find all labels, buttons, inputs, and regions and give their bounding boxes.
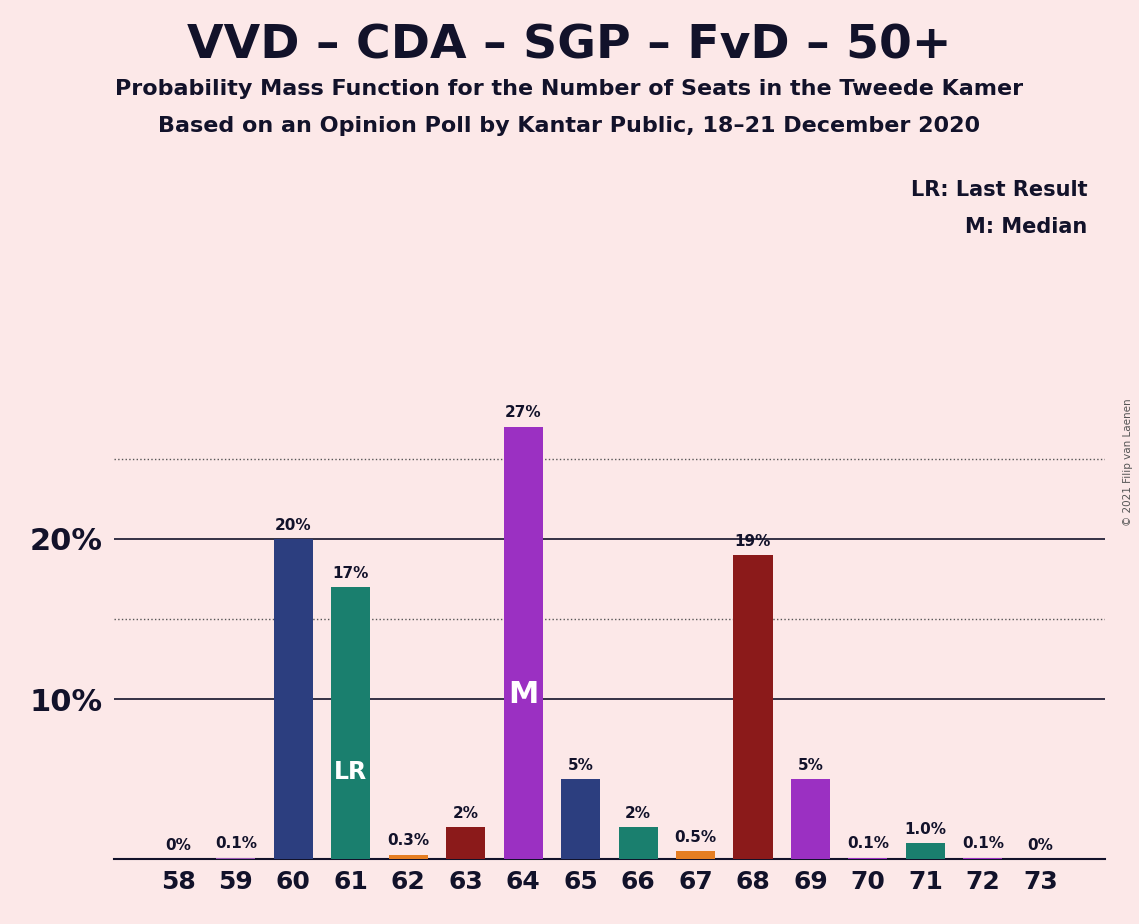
Bar — [216, 857, 255, 859]
Text: 0.5%: 0.5% — [674, 830, 716, 845]
Text: 0.1%: 0.1% — [961, 836, 1003, 851]
Text: 0.1%: 0.1% — [847, 836, 888, 851]
Text: VVD – CDA – SGP – FvD – 50+: VVD – CDA – SGP – FvD – 50+ — [187, 23, 952, 68]
Text: © 2021 Filip van Laenen: © 2021 Filip van Laenen — [1123, 398, 1133, 526]
Text: Based on an Opinion Poll by Kantar Public, 18–21 December 2020: Based on an Opinion Poll by Kantar Publi… — [158, 116, 981, 136]
Bar — [618, 827, 657, 859]
Bar — [790, 779, 830, 859]
Text: LR: LR — [334, 760, 368, 784]
Text: 0.3%: 0.3% — [387, 833, 429, 848]
Bar — [446, 827, 485, 859]
Text: 1.0%: 1.0% — [904, 821, 947, 837]
Bar — [849, 857, 887, 859]
Text: 27%: 27% — [505, 406, 541, 420]
Text: 0.1%: 0.1% — [215, 836, 257, 851]
Text: M: Median: M: Median — [966, 217, 1088, 237]
Text: 19%: 19% — [735, 533, 771, 549]
Text: 0%: 0% — [1027, 838, 1054, 853]
Text: 5%: 5% — [797, 758, 823, 772]
Text: 2%: 2% — [625, 806, 652, 821]
Bar — [273, 539, 313, 859]
Text: 5%: 5% — [567, 758, 593, 772]
Text: M: M — [508, 680, 539, 710]
Text: 0%: 0% — [165, 838, 191, 853]
Text: 2%: 2% — [452, 806, 478, 821]
Bar — [677, 851, 715, 859]
Text: Probability Mass Function for the Number of Seats in the Tweede Kamer: Probability Mass Function for the Number… — [115, 79, 1024, 99]
Bar — [964, 857, 1002, 859]
Text: 20%: 20% — [274, 517, 312, 532]
Bar — [906, 844, 945, 859]
Text: LR: Last Result: LR: Last Result — [911, 180, 1088, 201]
Bar — [331, 587, 370, 859]
Text: 17%: 17% — [333, 565, 369, 580]
Bar — [562, 779, 600, 859]
Bar — [503, 427, 542, 859]
Bar — [388, 855, 428, 859]
Bar — [734, 555, 772, 859]
